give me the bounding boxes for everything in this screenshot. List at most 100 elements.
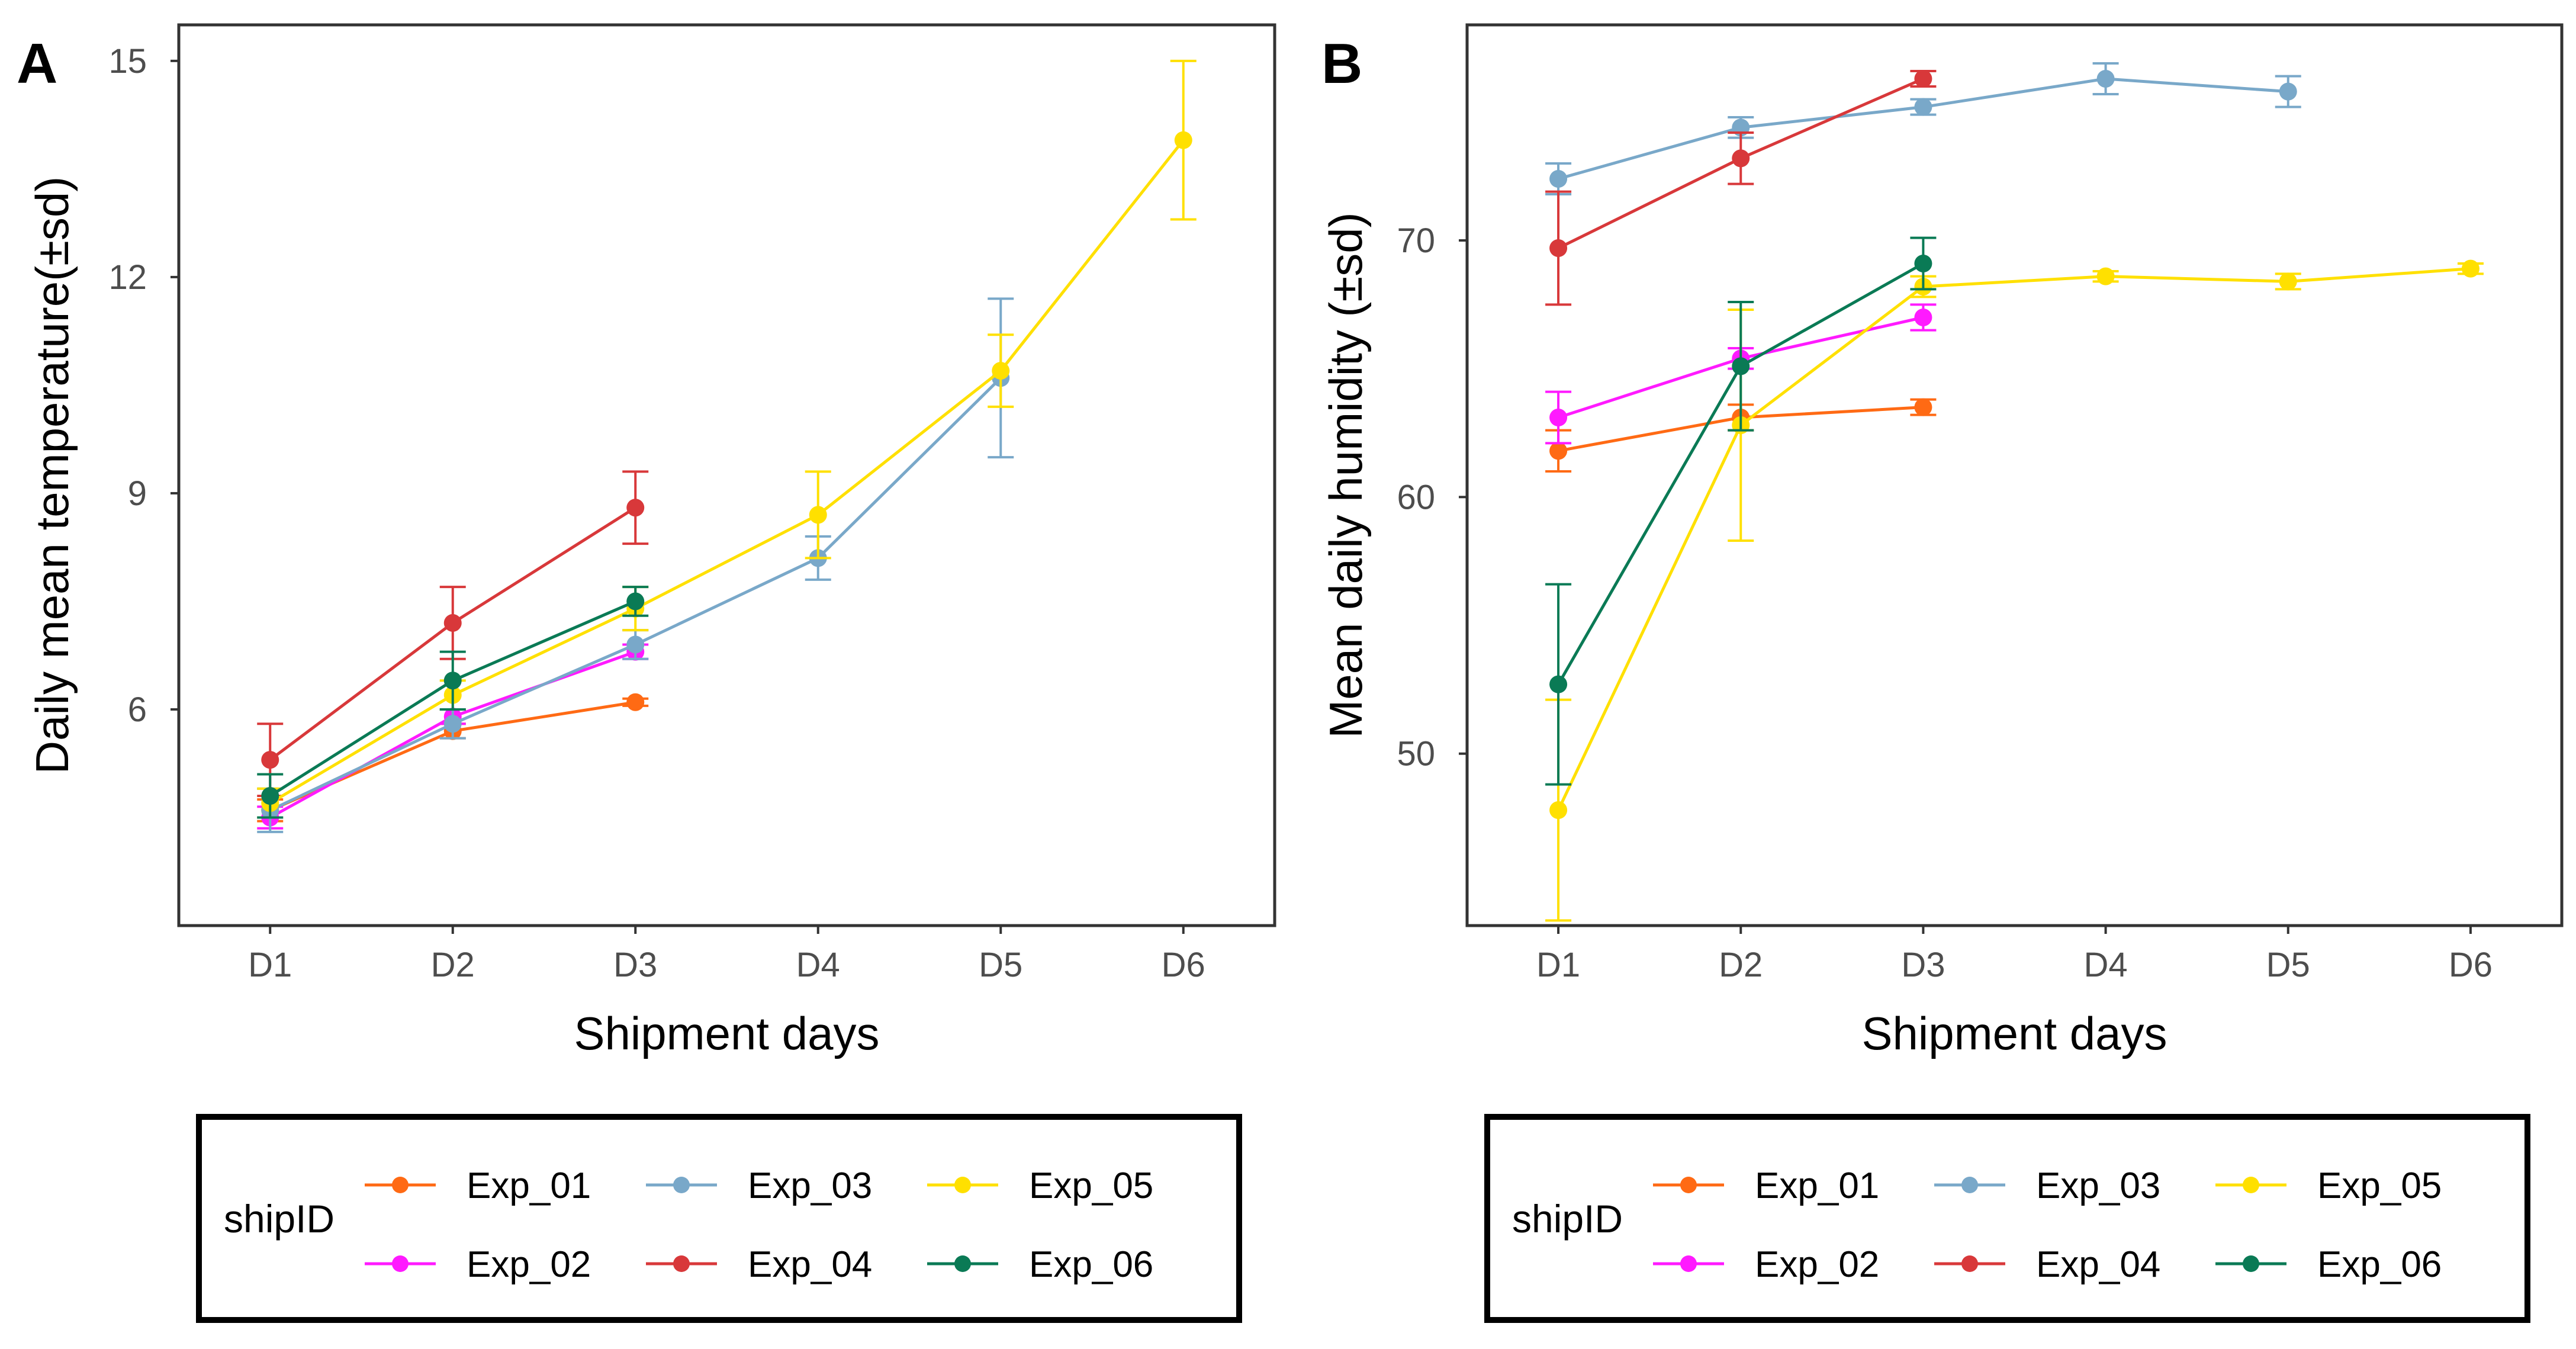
legend-item-exp_05: Exp_05 [2215,1165,2442,1206]
panel-b: B 50 60 70 D1 D2 D3 D4 D5 D6 Shipment days Mean dai… [1320,23,2564,1323]
plot-frame [1465,23,2564,927]
series-exp_04 [1545,70,1937,306]
legend-marker [1961,1177,1978,1193]
legend-item-exp_04: Exp_04 [1934,1244,2160,1285]
data-point [626,592,645,611]
data-point [261,786,279,805]
legend-marker [1961,1255,1978,1272]
legend-label: Exp_03 [2036,1165,2160,1206]
legend: shipID Exp_01 Exp_03 Exp_05 Exp_02 Exp_04 Exp_… [196,1114,1242,1323]
panel-letter: B [1321,32,1362,95]
legend-marker [1680,1177,1697,1193]
legend-marker [392,1177,409,1193]
legend-item-exp_03: Exp_03 [646,1165,872,1206]
series-exp_04 [257,470,649,797]
data-point [1732,357,1750,375]
legend: shipID Exp_01 Exp_03 Exp_05 Exp_02 Exp_04 Exp_… [1484,1114,2530,1323]
data-point [626,635,645,654]
data-point [626,693,645,711]
data-point [2096,70,2115,88]
data-point [2279,272,2297,291]
data-point [1174,131,1192,149]
data-point [1549,675,1568,693]
panel-a: A 6 9 12 15 D1 D2 D3 D4 D5 D6 Shipment days Daily me… [17,23,1276,1323]
data-point [2096,267,2115,285]
x-tick-label: D2 [1719,946,1763,984]
legend-marker [954,1255,971,1272]
series-exp_03 [257,297,1014,833]
data-point [2461,259,2479,278]
x-tick-label: D6 [2449,946,2493,984]
data-point [809,506,827,524]
data-point [626,499,645,517]
data-point [1732,149,1750,168]
legend-box [1484,1114,2530,1323]
data-point [443,614,462,632]
legend-marker [1680,1255,1697,1272]
y-tick-label: 9 [128,474,147,513]
series-exp_06 [257,586,649,819]
y-axis-title: Mean daily humidity (±sd) [1320,212,1372,738]
series-exp_05 [1545,259,2484,922]
legend-label: Exp_05 [2317,1165,2442,1206]
legend-label: Exp_05 [1029,1165,1153,1206]
legend-marker [954,1177,971,1193]
x-axis-title: Shipment days [574,1007,880,1059]
data-point [1549,801,1568,819]
data-point [443,715,462,733]
series-exp_06 [1545,236,1937,786]
data-point [261,751,279,769]
y-tick-label: 70 [1397,221,1435,260]
x-tick-label: D5 [2266,946,2310,984]
data-point [1549,409,1568,426]
y-axis-title: Daily mean temperature(±sd) [26,176,78,775]
series-line [269,139,1185,805]
series-line [1556,267,2471,811]
legend-label: Exp_03 [748,1165,872,1206]
legend-marker [2243,1177,2259,1193]
y-tick-label: 6 [128,690,147,729]
series-exp_03 [1545,62,2301,195]
x-tick-label: D1 [248,946,292,984]
data-point [1549,170,1568,188]
y-tick-label: 15 [108,42,147,81]
legend-item-exp_02: Exp_02 [365,1244,591,1285]
y-tick-label: 50 [1397,735,1435,773]
data-point [1549,442,1568,460]
legend-item-exp_05: Exp_05 [927,1165,1153,1206]
legend-label: Exp_02 [1755,1244,1879,1285]
data-point [2279,82,2297,101]
legend-marker [673,1177,690,1193]
legend-box [196,1114,1242,1323]
legend-item-exp_06: Exp_06 [927,1244,1153,1285]
legend-marker [392,1255,409,1272]
plot-frame [177,23,1276,927]
data-point [1914,398,1932,416]
data-point [1549,239,1568,257]
legend-title: shipID [1512,1197,1623,1241]
legend-label: Exp_06 [1029,1244,1153,1285]
x-tick-label: D3 [613,946,657,984]
x-tick-label: D5 [979,946,1022,984]
legend-label: Exp_01 [467,1165,591,1206]
x-axis-title: Shipment days [1862,1007,2167,1059]
x-tick-label: D1 [1536,946,1580,984]
x-tick-label: D6 [1162,946,1205,984]
legend-label: Exp_04 [748,1244,872,1285]
data-point [1914,309,1932,326]
series-line [1558,77,2288,181]
legend-marker [673,1255,690,1272]
data-point [1914,255,1932,272]
legend-item-exp_02: Exp_02 [1653,1244,1879,1285]
data-point [443,672,462,690]
legend-item-exp_01: Exp_01 [365,1165,591,1206]
legend-marker [2243,1255,2259,1272]
x-tick-label: D3 [1901,946,1945,984]
legend-title: shipID [224,1197,335,1241]
data-point [1914,70,1932,88]
legend-label: Exp_02 [467,1244,591,1285]
series-exp_05 [257,59,1197,819]
data-point [1914,98,1932,116]
legend-label: Exp_01 [1755,1165,1879,1206]
